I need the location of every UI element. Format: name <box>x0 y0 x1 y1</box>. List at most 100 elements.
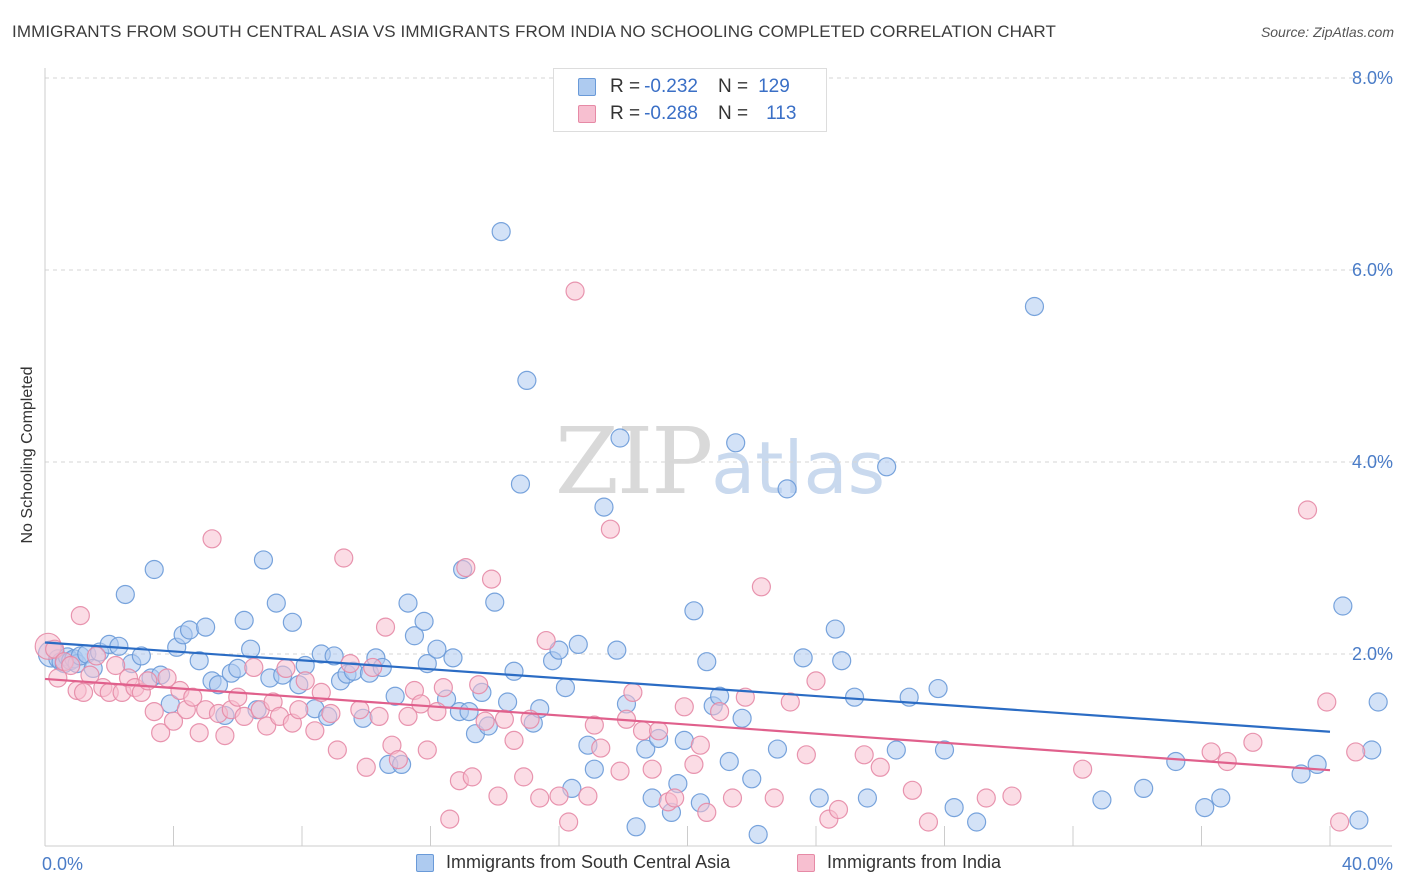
data-point <box>440 809 460 829</box>
data-point <box>1362 740 1382 760</box>
data-point <box>1330 812 1350 832</box>
data-point <box>549 786 569 806</box>
data-point <box>241 639 261 659</box>
legend-row-south-central-asia: R = -0.232 N = 129 <box>578 75 790 99</box>
data-point <box>710 701 730 722</box>
data-point <box>324 646 344 666</box>
data-point <box>632 721 653 741</box>
x-tick-label: 0.0% <box>42 854 83 874</box>
data-point <box>189 651 209 671</box>
legend-label: Immigrants from South Central Asia <box>446 852 731 872</box>
data-point <box>1368 692 1388 712</box>
data-point <box>684 754 704 775</box>
legend-row-india: R = -0.288 N = 113 <box>578 102 796 126</box>
legend-item-india[interactable]: Immigrants from India <box>797 852 1001 873</box>
data-point <box>228 658 248 679</box>
data-point <box>748 824 768 845</box>
data-point <box>870 757 890 777</box>
data-point <box>433 677 453 698</box>
data-point <box>369 706 389 727</box>
legend-n-label: N = <box>717 76 749 97</box>
data-point <box>228 687 248 707</box>
data-point <box>427 639 447 659</box>
correlation-legend: R = -0.232 N = 129 R = -0.288 N = 113 <box>553 68 827 132</box>
data-point <box>163 711 184 731</box>
data-point <box>1333 596 1353 616</box>
data-point <box>1024 296 1045 317</box>
data-point <box>1211 788 1231 808</box>
source-credit: Source: ZipAtlas.com <box>1260 24 1394 40</box>
data-point <box>504 730 524 751</box>
y-tick-label: 6.0% <box>1352 260 1393 280</box>
data-point <box>665 788 685 808</box>
data-point <box>600 519 621 539</box>
data-point <box>642 788 662 808</box>
legend-item-south-central-asia[interactable]: Immigrants from South Central Asia <box>416 852 730 873</box>
data-point <box>73 682 94 703</box>
trend-lines <box>44 641 1331 772</box>
data-point <box>594 497 614 517</box>
data-point <box>1195 797 1215 818</box>
trend-line-india <box>44 677 1331 772</box>
data-point <box>857 788 878 808</box>
data-point <box>295 671 315 691</box>
data-point <box>642 759 662 779</box>
series-south-central-asia <box>37 222 1388 845</box>
data-point <box>1002 786 1022 806</box>
data-point <box>244 657 264 678</box>
data-point <box>1346 742 1366 762</box>
data-point <box>469 675 489 695</box>
data-point <box>684 601 704 621</box>
data-point <box>1166 751 1186 772</box>
data-point <box>697 802 717 823</box>
data-point <box>398 706 418 727</box>
data-point <box>636 739 656 759</box>
legend-label: Immigrants from India <box>827 852 1002 872</box>
data-point <box>697 652 717 672</box>
data-point <box>459 701 479 722</box>
data-point <box>491 222 511 242</box>
data-point <box>828 799 849 820</box>
y-tick-label: 8.0% <box>1352 68 1393 88</box>
legend-r-value: -0.288 <box>644 103 698 124</box>
data-point <box>215 725 235 746</box>
data-point <box>626 817 646 837</box>
data-point <box>417 740 437 760</box>
data-point <box>877 457 897 477</box>
data-point <box>764 788 784 808</box>
data-point <box>607 640 627 660</box>
data-point <box>549 640 569 660</box>
data-point <box>674 697 694 717</box>
legend-r-label: R = <box>610 76 641 97</box>
y-tick-label: 2.0% <box>1352 644 1393 664</box>
data-point <box>183 687 203 707</box>
data-point <box>144 559 164 580</box>
data-point <box>777 479 797 499</box>
data-point <box>1073 759 1093 779</box>
data-point <box>578 786 598 806</box>
data-point <box>282 612 302 632</box>
data-point <box>266 593 286 613</box>
legend-n-value: 129 <box>758 76 790 97</box>
data-point <box>443 648 463 668</box>
data-point <box>732 708 752 728</box>
data-point <box>928 678 948 699</box>
data-point <box>1201 742 1221 762</box>
legend-swatch-blue <box>578 78 596 96</box>
data-point <box>674 730 694 751</box>
data-point <box>414 611 434 631</box>
data-point <box>151 723 171 743</box>
data-point <box>742 769 762 789</box>
data-point <box>398 593 418 613</box>
data-point <box>918 812 939 832</box>
legend-n-value: 113 <box>766 103 797 124</box>
data-point <box>735 687 755 707</box>
data-point <box>488 786 508 806</box>
data-point <box>311 682 331 703</box>
data-point <box>796 745 816 765</box>
data-point <box>536 630 556 651</box>
data-point <box>726 433 746 453</box>
data-point <box>967 812 987 832</box>
data-point <box>504 661 524 681</box>
data-point <box>591 738 611 758</box>
